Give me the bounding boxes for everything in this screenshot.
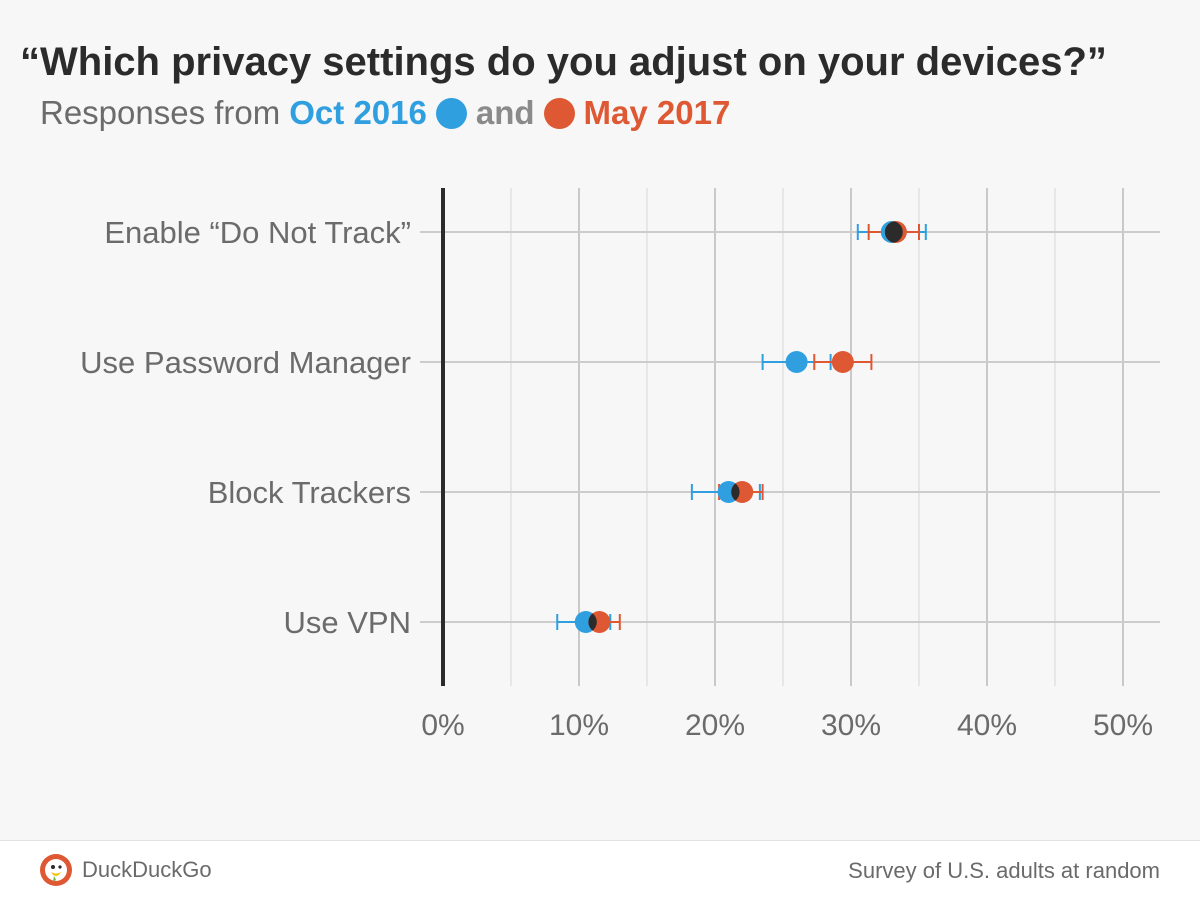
source-note: Survey of U.S. adults at random <box>848 858 1160 883</box>
brand-name: DuckDuckGo <box>82 857 212 882</box>
subtitle-prefix: Responses from <box>40 94 281 131</box>
data-point-overlap <box>588 613 597 631</box>
x-tick-label: 20% <box>685 709 745 742</box>
x-tick-label: 40% <box>957 709 1017 742</box>
legend-dot-oct-2016 <box>435 97 467 129</box>
duckduckgo-logo-icon <box>40 854 72 886</box>
data-point-may-2017 <box>831 351 854 373</box>
chart-title: “Which privacy settings do you adjust on… <box>20 40 1107 84</box>
category-label: Use Password Manager <box>80 345 411 380</box>
footer-bar: DuckDuckGo Survey of U.S. adults at rand… <box>0 840 1200 900</box>
category-label: Use VPN <box>284 605 411 640</box>
data-point-overlap <box>884 221 903 243</box>
x-tick-label: 0% <box>421 709 464 742</box>
x-tick-label: 30% <box>821 709 881 742</box>
chart-subtitle: Responses from Oct 2016 and May 2017 <box>40 94 730 132</box>
category-label: Enable “Do Not Track” <box>104 215 411 250</box>
legend-label-oct-2016: Oct 2016 <box>289 94 427 131</box>
data-point-overlap <box>731 483 740 501</box>
x-tick-label: 50% <box>1093 709 1153 742</box>
legend-label-may-2017: May 2017 <box>583 94 731 131</box>
category-label: Block Trackers <box>208 475 411 510</box>
dot-plot-chart: 0% 10% 20% 30% 40% 50% Enable “Do Not Track” Us… <box>80 188 1160 742</box>
legend-dot-may-2017 <box>543 97 575 129</box>
subtitle-connector: and <box>475 94 535 131</box>
x-tick-label: 10% <box>549 709 609 742</box>
data-point-oct-2016 <box>785 351 808 373</box>
brand: DuckDuckGo <box>40 854 212 886</box>
